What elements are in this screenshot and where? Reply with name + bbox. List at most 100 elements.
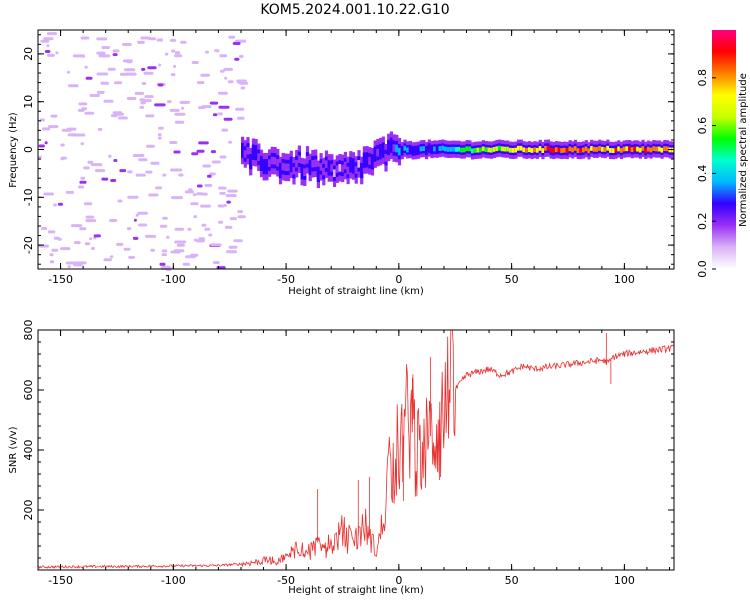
- spectrogram-noise-cell: [65, 190, 74, 194]
- spectrogram-noise-cell: [192, 193, 197, 197]
- spectrogram-ridge-core: [614, 147, 618, 153]
- spectrogram-noise-cell: [191, 152, 199, 156]
- spectrogram-noise-cell: [196, 149, 205, 153]
- spectrogram-ridge-core: [519, 145, 523, 151]
- spectrogram-noise-cell: [137, 211, 148, 215]
- spectrogram-ridge-core: [603, 147, 607, 152]
- spectrogram-noise-cell: [204, 227, 211, 231]
- spectrogram-ridge-core: [536, 147, 540, 153]
- snr-ylabel: SNR (v/v): [8, 426, 19, 473]
- spectrogram-noise-cell: [118, 116, 128, 120]
- spectrogram-ytick-label: 20: [22, 47, 35, 61]
- spectrogram-ridge-core: [444, 146, 448, 152]
- spectrogram-noise-cell: [124, 68, 136, 72]
- spectrogram-ridge-core: [295, 159, 299, 168]
- spectrogram-ridge-core: [354, 166, 358, 174]
- spectrogram-noise-cell: [218, 91, 228, 95]
- spectrogram-noise-cell: [38, 155, 42, 159]
- spectrogram-ridge-core: [430, 147, 434, 152]
- spectrogram-noise-cell: [200, 73, 210, 77]
- spectrogram-noise-cell: [138, 223, 148, 227]
- spectrogram-noise-cell: [161, 253, 167, 257]
- spectrogram-noise-cell: [174, 240, 187, 244]
- spectrogram-noise-cell: [83, 166, 90, 170]
- spectrogram-ridge-core: [633, 146, 637, 152]
- spectrogram-noise-cell: [221, 128, 229, 132]
- spectrogram-noise-cell: [147, 66, 157, 70]
- spectrogram-noise-cell: [162, 216, 168, 220]
- spectrogram-ridge-core: [281, 162, 285, 171]
- spectrogram-noise-cell: [108, 154, 112, 158]
- spectrogram-noise-cell: [184, 190, 194, 194]
- spectrogram-noise-cell: [140, 36, 151, 40]
- spectrogram-noise-cell: [201, 223, 207, 227]
- spectrogram-ridge-core: [544, 145, 548, 151]
- spectrogram-noise-cell: [42, 127, 51, 131]
- spectrogram-noise-cell: [145, 170, 153, 174]
- spectrogram-xtick-label: 0: [395, 273, 402, 286]
- spectrogram-ridge-core: [630, 147, 634, 153]
- spectrogram-noise-cell: [68, 84, 79, 88]
- spectrogram-ridge-core: [435, 146, 439, 152]
- spectrogram-ridge-core: [508, 147, 513, 153]
- colorbar-gradient: [712, 30, 736, 269]
- spectrogram-noise-cell: [137, 40, 145, 44]
- spectrogram-ridge-core: [376, 148, 380, 157]
- spectrogram-ridge-core: [273, 157, 277, 165]
- spectrogram-noise-cell: [217, 112, 223, 116]
- spectrogram-noise-cell: [173, 65, 177, 68]
- spectrogram-noise-cell: [80, 176, 86, 180]
- spectrogram-noise-cell: [204, 184, 213, 187]
- snr-ytick-label: 600: [22, 380, 35, 401]
- spectrogram-ridge-core: [433, 146, 437, 152]
- spectrogram-ridge-core: [397, 147, 402, 156]
- spectrogram-ridge-core: [571, 147, 575, 153]
- spectrogram-noise-cell: [141, 82, 147, 85]
- spectrogram-ridge-core: [362, 156, 366, 164]
- spectrogram-ridge-core: [625, 146, 629, 152]
- spectrogram-noise-cell: [126, 97, 137, 100]
- spectrogram-noise-cell: [141, 67, 146, 71]
- spectrogram-noise-cell: [155, 186, 162, 190]
- colorbar-label: Normalized spectral amplitude: [738, 73, 749, 227]
- spectrogram-ridge-core: [511, 148, 515, 153]
- spectrogram-noise-cell: [148, 193, 159, 197]
- spectrogram-noise-cell: [210, 150, 216, 154]
- spectrogram-ridge-core: [379, 147, 383, 156]
- spectrogram-noise-cell: [145, 114, 155, 118]
- spectrogram-noise-cell: [159, 262, 166, 266]
- spectrogram-noise-cell: [80, 142, 85, 146]
- spectrogram-noise-cell: [79, 180, 87, 184]
- spectrogram-ridge-core: [278, 166, 283, 175]
- snr-ytick-label: 800: [22, 320, 35, 341]
- snr-xtick-label: 50: [505, 574, 519, 587]
- spectrogram-ridge-core: [311, 159, 315, 168]
- spectrogram-noise-cell: [77, 185, 85, 189]
- spectrogram-noise-cell: [107, 67, 116, 71]
- spectrogram-noise-cell: [169, 141, 178, 144]
- spectrogram-ridge-core: [546, 145, 550, 151]
- spectrogram-noise-cell: [47, 53, 55, 57]
- snr-xtick-label: -150: [48, 574, 73, 587]
- spectrogram-noise-cell: [190, 202, 199, 206]
- spectrogram-ridge-core: [319, 163, 323, 171]
- spectrogram-noise-cell: [125, 72, 137, 76]
- spectrogram-ridge-core: [495, 146, 499, 152]
- spectrogram-ridge-core: [338, 164, 342, 172]
- spectrogram-ridge-core: [419, 146, 423, 152]
- spectrogram-noise-cell: [80, 36, 90, 40]
- spectrogram-noise-cell: [232, 42, 241, 45]
- spectrogram-noise-cell: [53, 203, 57, 207]
- spectrogram-noise-cell: [174, 120, 185, 124]
- spectrogram-noise-cell: [171, 196, 183, 200]
- spectrogram-ridge-core: [657, 146, 661, 152]
- spectrogram-noise-cell: [159, 224, 168, 228]
- spectrogram-ridge-core: [554, 147, 559, 153]
- spectrogram-noise-cell: [219, 155, 227, 159]
- spectrogram-noise-cell: [101, 177, 109, 181]
- spectrogram-ridge-core: [606, 145, 610, 151]
- spectrogram-noise-cell: [218, 186, 227, 190]
- spectrogram-ridge-core: [468, 146, 472, 152]
- spectrogram-ytick-label: -20: [22, 236, 35, 254]
